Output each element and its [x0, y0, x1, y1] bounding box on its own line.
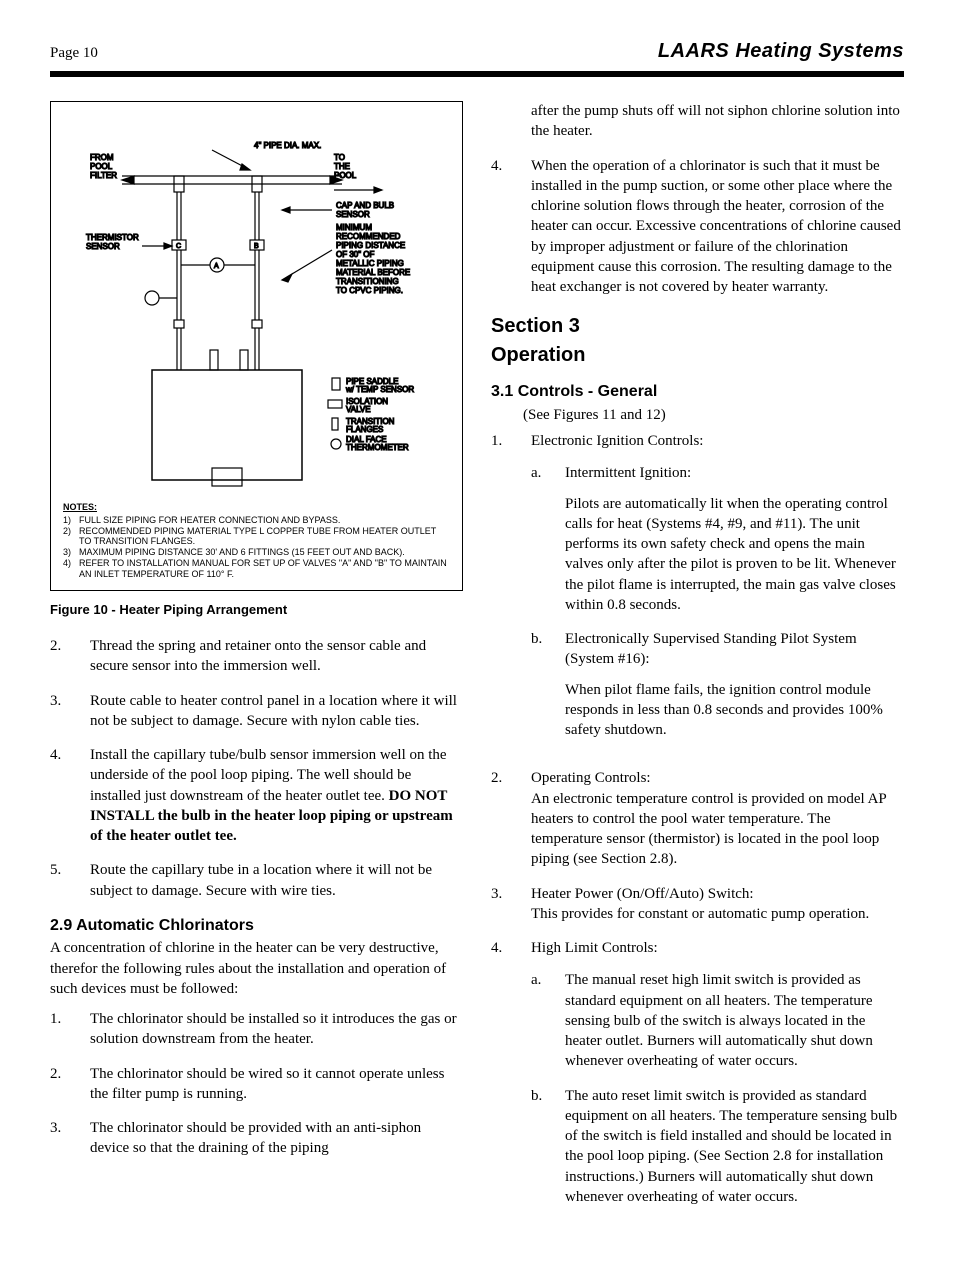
svg-text:C: C	[176, 243, 181, 250]
alpha-lead: Intermittent Ignition:	[565, 465, 691, 481]
list-item: Heater Power (On/Off/Auto) Switch:This p…	[531, 884, 904, 925]
heading-2-9: 2.9 Automatic Chlorinators	[50, 915, 463, 937]
notes-heading: NOTES:	[63, 502, 450, 513]
figure-caption: Figure 10 - Heater Piping Arrangement	[50, 601, 463, 619]
list-item: The chlorinator should be provided with …	[90, 1118, 463, 1159]
continuation-text: after the pump shuts off will not siphon…	[531, 101, 904, 142]
svg-text:B: B	[254, 243, 259, 250]
alpha-body: When pilot flame fails, the ignition con…	[565, 680, 904, 741]
list-item: Install the capillary tube/bulb sensor i…	[90, 745, 463, 846]
svg-text:TRANSITIONFLANGES: TRANSITIONFLANGES	[346, 417, 395, 434]
list-item: Thread the spring and retainer onto the …	[90, 636, 463, 677]
svg-text:CAP AND BULBSENSOR: CAP AND BULBSENSOR	[336, 201, 394, 219]
svg-text:DIAL FACETHERMOMETER: DIAL FACETHERMOMETER	[346, 435, 409, 452]
svg-text:THERMISTORSENSOR: THERMISTORSENSOR	[86, 233, 139, 251]
item-lead: High Limit Controls:	[531, 940, 658, 956]
alpha-lead: Electronically Supervised Standing Pilot…	[565, 631, 857, 667]
svg-text:ISOLATIONVALVE: ISOLATIONVALVE	[346, 397, 388, 414]
section-3-subtitle: Operation	[491, 342, 904, 369]
figure-note: RECOMMENDED PIPING MATERIAL TYPE L COPPE…	[79, 526, 450, 548]
figure-note: REFER TO INSTALLATION MANUAL FOR SET UP …	[79, 558, 450, 580]
list-item: Route cable to heater control panel in a…	[90, 691, 463, 732]
list-item: When the operation of a chlorinator is s…	[531, 156, 904, 298]
svg-text:TOTHEPOOL: TOTHEPOOL	[334, 153, 357, 180]
fig-top-label: 4" PIPE DIA. MAX.	[254, 141, 321, 150]
list-item: Operating Controls:An electronic tempera…	[531, 768, 904, 869]
left-continuation-list: 2.Thread the spring and retainer onto th…	[50, 636, 463, 901]
list-item: The chlorinator should be installed so i…	[90, 1009, 463, 1050]
figure-notes: NOTES: 1)FULL SIZE PIPING FOR HEATER CON…	[63, 502, 450, 580]
piping-diagram: 4" PIPE DIA. MAX. FROMPOOLFILTER TOTHEPO…	[82, 120, 432, 490]
svg-text:PIPE SADDLEw/ TEMP SENSOR: PIPE SADDLEw/ TEMP SENSOR	[345, 377, 414, 394]
heading-3-1: 3.1 Controls - General	[491, 381, 904, 403]
sec29-intro: A concentration of chlorine in the heate…	[50, 938, 463, 999]
alpha-body: The auto reset limit switch is provided …	[565, 1086, 904, 1208]
svg-text:MINIMUMRECOMMENDEDPIPING DISTA: MINIMUMRECOMMENDEDPIPING DISTANCEOF 30" …	[336, 223, 410, 295]
section-3-title: Section 3	[491, 313, 904, 340]
item-lead: Electronic Ignition Controls:	[531, 433, 703, 449]
brand-title: LAARS Heating Systems	[658, 38, 904, 65]
sec31-sub: (See Figures 11 and 12)	[491, 405, 904, 425]
list-item: Route the capillary tube in a location w…	[90, 860, 463, 901]
svg-text:A: A	[214, 263, 219, 270]
list-item: The chlorinator should be wired so it ca…	[90, 1064, 463, 1105]
figure-note: FULL SIZE PIPING FOR HEATER CONNECTION A…	[79, 515, 340, 526]
alpha-body: The manual reset high limit switch is pr…	[565, 970, 904, 1071]
figure-note: MAXIMUM PIPING DISTANCE 30' AND 6 FITTIN…	[79, 547, 405, 558]
header-rule	[50, 71, 904, 77]
page-number: Page 10	[50, 43, 98, 63]
svg-text:FROMPOOLFILTER: FROMPOOLFILTER	[90, 153, 117, 180]
figure-10-box: 4" PIPE DIA. MAX. FROMPOOLFILTER TOTHEPO…	[50, 101, 463, 591]
alpha-body: Pilots are automatically lit when the op…	[565, 494, 904, 616]
